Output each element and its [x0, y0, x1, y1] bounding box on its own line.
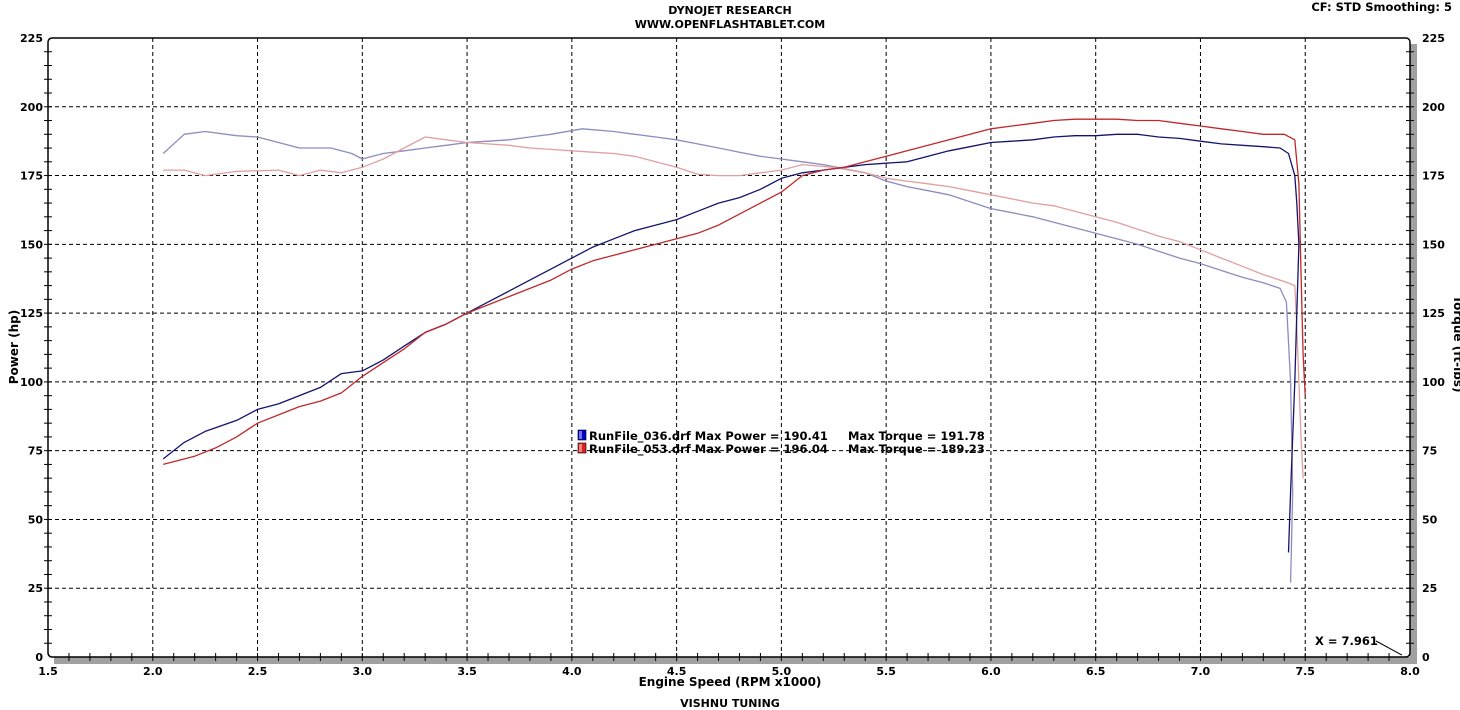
legend-max-torque: Max Torque = 189.23 — [848, 442, 985, 456]
series-line-power-053 — [163, 118, 1306, 466]
y-tick-label-right: 175 — [1422, 170, 1445, 183]
x-tick-label: 3.0 — [353, 665, 373, 678]
y-axis-label-right: Torque (ft-lbs) — [1451, 295, 1460, 393]
cursor-value-label: X = 7.961 — [1315, 634, 1378, 648]
x-tick-label: 6.0 — [981, 665, 1001, 678]
series-line-torque-036 — [162, 128, 1294, 583]
legend-file-name: RunFile_053.drf Max Power = 196.04 — [589, 442, 828, 457]
x-tick-label: 5.5 — [876, 665, 896, 678]
y-tick-label-left: 50 — [28, 513, 44, 526]
y-tick-label-right: 150 — [1422, 238, 1445, 251]
x-tick-label: 7.5 — [1295, 665, 1315, 678]
data-series — [162, 118, 1306, 583]
y-tick-label-left: 175 — [20, 170, 43, 183]
cursor-leader-line — [1375, 640, 1403, 656]
chart-subtitle: WWW.OPENFLASHTABLET.COM — [634, 18, 826, 31]
y-tick-label-left: 0 — [35, 651, 43, 664]
y-tick-label-left: 225 — [20, 32, 43, 45]
footer-label: VISHNU TUNING — [680, 697, 780, 710]
y-tick-label-right: 50 — [1422, 513, 1438, 526]
legend-file-name: RunFile_036.drf Max Power = 190.41 — [589, 429, 828, 444]
legend-swatch-highlight — [579, 444, 582, 452]
y-tick-label-right: 200 — [1422, 101, 1445, 114]
frame-shadow-bottom — [54, 657, 1417, 664]
y-tick-label-left: 200 — [20, 101, 43, 114]
plot-frame-shadow — [47, 37, 1417, 664]
y-tick-label-left: 25 — [28, 582, 43, 595]
y-tick-label-right: 0 — [1422, 651, 1430, 664]
y-axis-label-left: Power (hp) — [7, 309, 21, 385]
x-tick-label: 1.5 — [38, 665, 58, 678]
cursor-marker — [1375, 640, 1403, 656]
x-tick-label: 2.0 — [143, 665, 163, 678]
y-tick-label-right: 25 — [1422, 582, 1437, 595]
x-tick-label: 3.5 — [457, 665, 477, 678]
y-tick-label-right: 75 — [1422, 445, 1437, 458]
y-tick-label-left: 125 — [20, 307, 43, 320]
correction-factor-info: CF: STD Smoothing: 5 — [1311, 0, 1452, 14]
axis-ticks — [44, 51, 1414, 661]
x-tick-label: 2.5 — [248, 665, 268, 678]
y-tick-label-right: 100 — [1422, 376, 1445, 389]
legend-swatch-highlight — [579, 431, 582, 439]
axis-tick-labels: 0 25 50 75 100 125 150 175 200 225 0 25 50 75 100 125 15… — [20, 32, 1445, 678]
x-tick-label: 4.0 — [562, 665, 582, 678]
x-tick-label: 4.5 — [667, 665, 687, 678]
chart-title: DYNOJET RESEARCH — [668, 4, 792, 17]
x-tick-label: 7.0 — [1191, 665, 1211, 678]
y-tick-label-right: 125 — [1422, 307, 1445, 320]
plot-frame — [47, 37, 1411, 658]
y-tick-label-left: 150 — [20, 238, 43, 251]
y-tick-label-right: 225 — [1422, 32, 1445, 45]
legend-swatch-red — [577, 442, 587, 454]
series-line-torque-053 — [163, 136, 1304, 479]
legend-swatch-blue — [577, 429, 587, 441]
x-tick-label: 8.0 — [1400, 665, 1420, 678]
legend: RunFile_036.drf Max Power = 190.41 Max To… — [577, 429, 985, 457]
legend-max-torque: Max Torque = 191.78 — [848, 429, 985, 443]
y-tick-label-left: 75 — [28, 445, 43, 458]
x-tick-label: 6.5 — [1086, 665, 1106, 678]
x-axis-label: Engine Speed (RPM x1000) — [638, 675, 822, 689]
grid-lines — [48, 38, 1410, 657]
y-tick-label-left: 100 — [20, 376, 43, 389]
x-tick-label: 5.0 — [772, 665, 792, 678]
